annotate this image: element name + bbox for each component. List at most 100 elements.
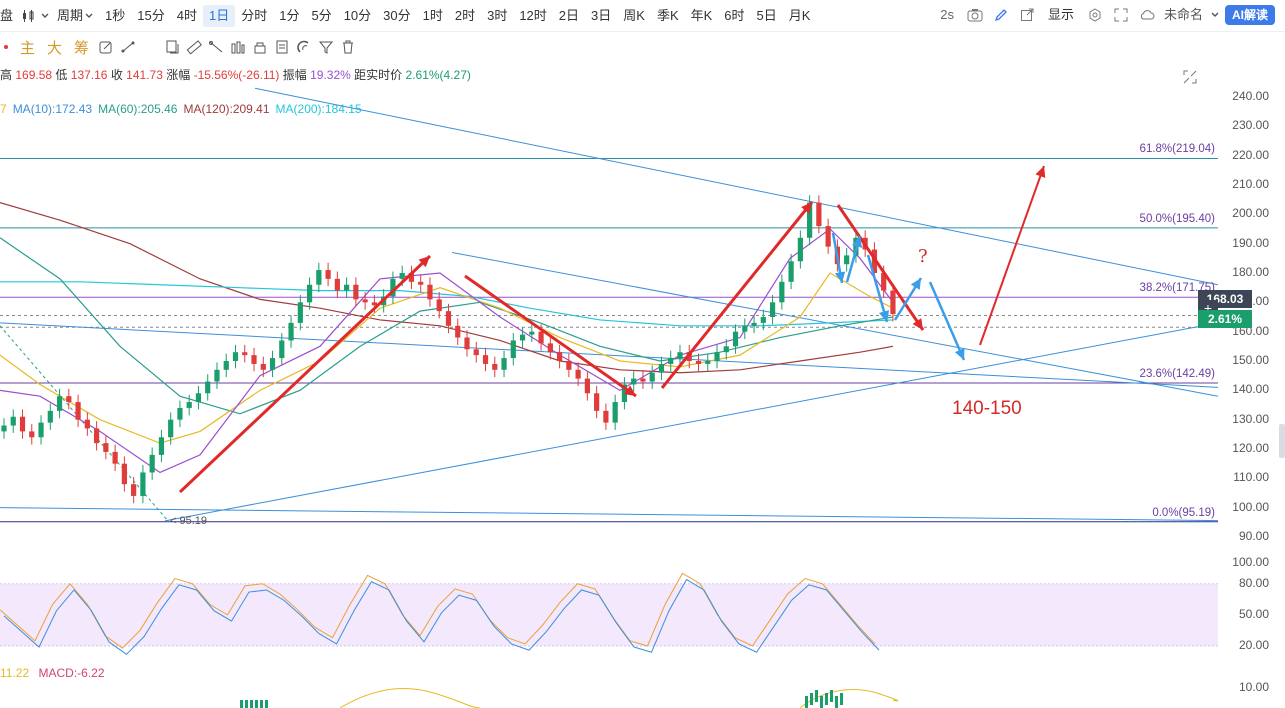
period-tab[interactable]: 5分 [311, 7, 332, 23]
indicator-tab[interactable]: 大 [47, 38, 63, 57]
indicator-tab[interactable]: 筹 [74, 38, 90, 57]
lock-icon[interactable] [249, 36, 271, 58]
period-tab[interactable]: 1时 [422, 7, 443, 23]
period-tab[interactable]: 年K [690, 7, 713, 23]
period-tab[interactable]: 季K [656, 7, 679, 23]
chevron-down-icon[interactable] [83, 5, 95, 27]
filter-icon[interactable] [315, 36, 337, 58]
kdj-curve [3, 578, 880, 655]
settings-icon[interactable] [1084, 4, 1106, 26]
ma-legend-item: MA(120):209.41 [183, 102, 270, 116]
chevron-down-icon[interactable] [39, 5, 51, 27]
magnet-icon[interactable] [293, 36, 315, 58]
side-scroll-handle[interactable] [1279, 424, 1285, 458]
candle-body [140, 472, 146, 496]
chevron-down-icon[interactable] [1209, 4, 1221, 26]
macd-bar [250, 700, 253, 708]
ai-analysis-button[interactable]: AI解读 [1224, 5, 1275, 25]
trend-line-icon[interactable] [205, 36, 227, 58]
period-tab[interactable]: 4时 [176, 7, 197, 23]
candle-body [344, 284, 350, 291]
period-tab[interactable]: 5日 [756, 7, 777, 23]
macd-bar [825, 693, 828, 705]
cloud-icon[interactable] [1136, 4, 1158, 26]
period-selector[interactable]: 周期 [57, 7, 84, 23]
period-tab[interactable]: 30分 [383, 7, 411, 23]
high-label: 高 [0, 68, 13, 82]
market-label[interactable]: 盘 [0, 7, 14, 23]
candle-body [769, 302, 776, 317]
blue-arrow-down-2-head [879, 310, 890, 322]
candle-body [603, 410, 609, 423]
macd-bar [240, 700, 243, 708]
draw-line-icon[interactable] [117, 36, 139, 58]
blue-arrow-up-2-head [910, 278, 921, 290]
period-tab[interactable]: 3日 [591, 7, 612, 23]
close-label: 收 [110, 68, 123, 82]
candle-body [779, 281, 785, 303]
candle-body [760, 317, 766, 323]
external-window-icon[interactable] [1016, 4, 1038, 26]
macd-bar [835, 696, 838, 708]
refresh-interval[interactable]: 2s [940, 7, 954, 22]
period-toolbar: 盘 周期 1秒 15分 4时 1日 分时 1分 5分 10分 30分 1时 2时 3时 12时 2日 3日周… [0, 0, 1285, 32]
candle-body [371, 302, 377, 306]
period-tab[interactable]: 6时 [724, 7, 745, 23]
candle-body [223, 361, 229, 370]
period-tab[interactable]: 1日 [202, 4, 236, 27]
candle-body [557, 352, 563, 361]
draw-edit-icon[interactable] [95, 36, 117, 58]
display-menu[interactable]: 显示 [1047, 7, 1074, 22]
macd-legend: 11.22 MACD:-6.22 [0, 666, 105, 680]
price-axis-label: 130.00 [1232, 411, 1269, 426]
period-tab[interactable]: 2日 [558, 7, 580, 23]
period-tab[interactable]: 15分 [137, 7, 165, 23]
trash-icon[interactable] [337, 36, 359, 58]
indicator-tab[interactable]: 主 [20, 38, 36, 57]
period-tab[interactable]: 月K [788, 7, 811, 23]
red-arrow-up-target-head [1035, 166, 1046, 178]
period-tab[interactable]: 分时 [241, 7, 268, 23]
period-tabs: 1秒 15分 4时 1日 分时 1分 5分 10分 30分 1时 2时 3时 12时 2日 3日 周K 季K 年K… [99, 4, 816, 27]
candle-body [566, 361, 572, 370]
macd-bar [820, 696, 823, 708]
right-toolbar: 2s 显示 未命名 AI解读 [934, 4, 1275, 26]
annotation-question: ? [918, 246, 928, 267]
period-tab[interactable]: 12时 [519, 7, 547, 23]
candle-body [788, 261, 794, 282]
price-axis-label: 100.00 [1232, 499, 1269, 514]
ohlc-info: 高 169.58 低 137.16 收 141.73 涨幅 -15.56%(-2… [0, 66, 471, 83]
trend-line [451, 251, 1219, 397]
pencil-icon[interactable] [990, 4, 1012, 26]
candle-body [871, 249, 878, 273]
candle-body [714, 352, 720, 361]
candle-body [584, 378, 590, 394]
ma120-curve [0, 202, 894, 374]
expand-icon[interactable] [1183, 70, 1197, 84]
fib-level-label: 0.0%(95.19) [1152, 506, 1215, 519]
candle-body [75, 402, 81, 420]
candle-body [519, 334, 526, 341]
period-tab[interactable]: 周K [623, 7, 645, 23]
camera-icon[interactable] [964, 4, 986, 26]
workspace-name[interactable]: 未命名 [1163, 7, 1203, 22]
ruler-icon[interactable] [183, 36, 205, 58]
fullscreen-icon[interactable] [1110, 4, 1132, 26]
period-tab[interactable]: 1分 [279, 7, 300, 23]
candle-body [510, 340, 516, 359]
low-marker-value: 95.19 [179, 515, 208, 527]
period-tab[interactable]: 1秒 [105, 7, 126, 23]
price-axis-label: 180.00 [1232, 265, 1269, 279]
price-axis-label: 110.00 [1233, 470, 1269, 485]
copy-icon[interactable] [161, 36, 183, 58]
fib-level-label: 61.8%(219.04) [1139, 143, 1215, 156]
period-tab[interactable]: 3时 [487, 7, 508, 23]
amplitude-label: 振幅 [282, 68, 307, 82]
period-tab[interactable]: 10分 [343, 7, 372, 23]
period-tab[interactable]: 2时 [454, 7, 476, 23]
candle-body [427, 284, 433, 300]
bar-chart-icon[interactable] [227, 36, 249, 58]
note-icon[interactable] [271, 36, 293, 58]
candlestick-icon[interactable] [17, 5, 39, 27]
